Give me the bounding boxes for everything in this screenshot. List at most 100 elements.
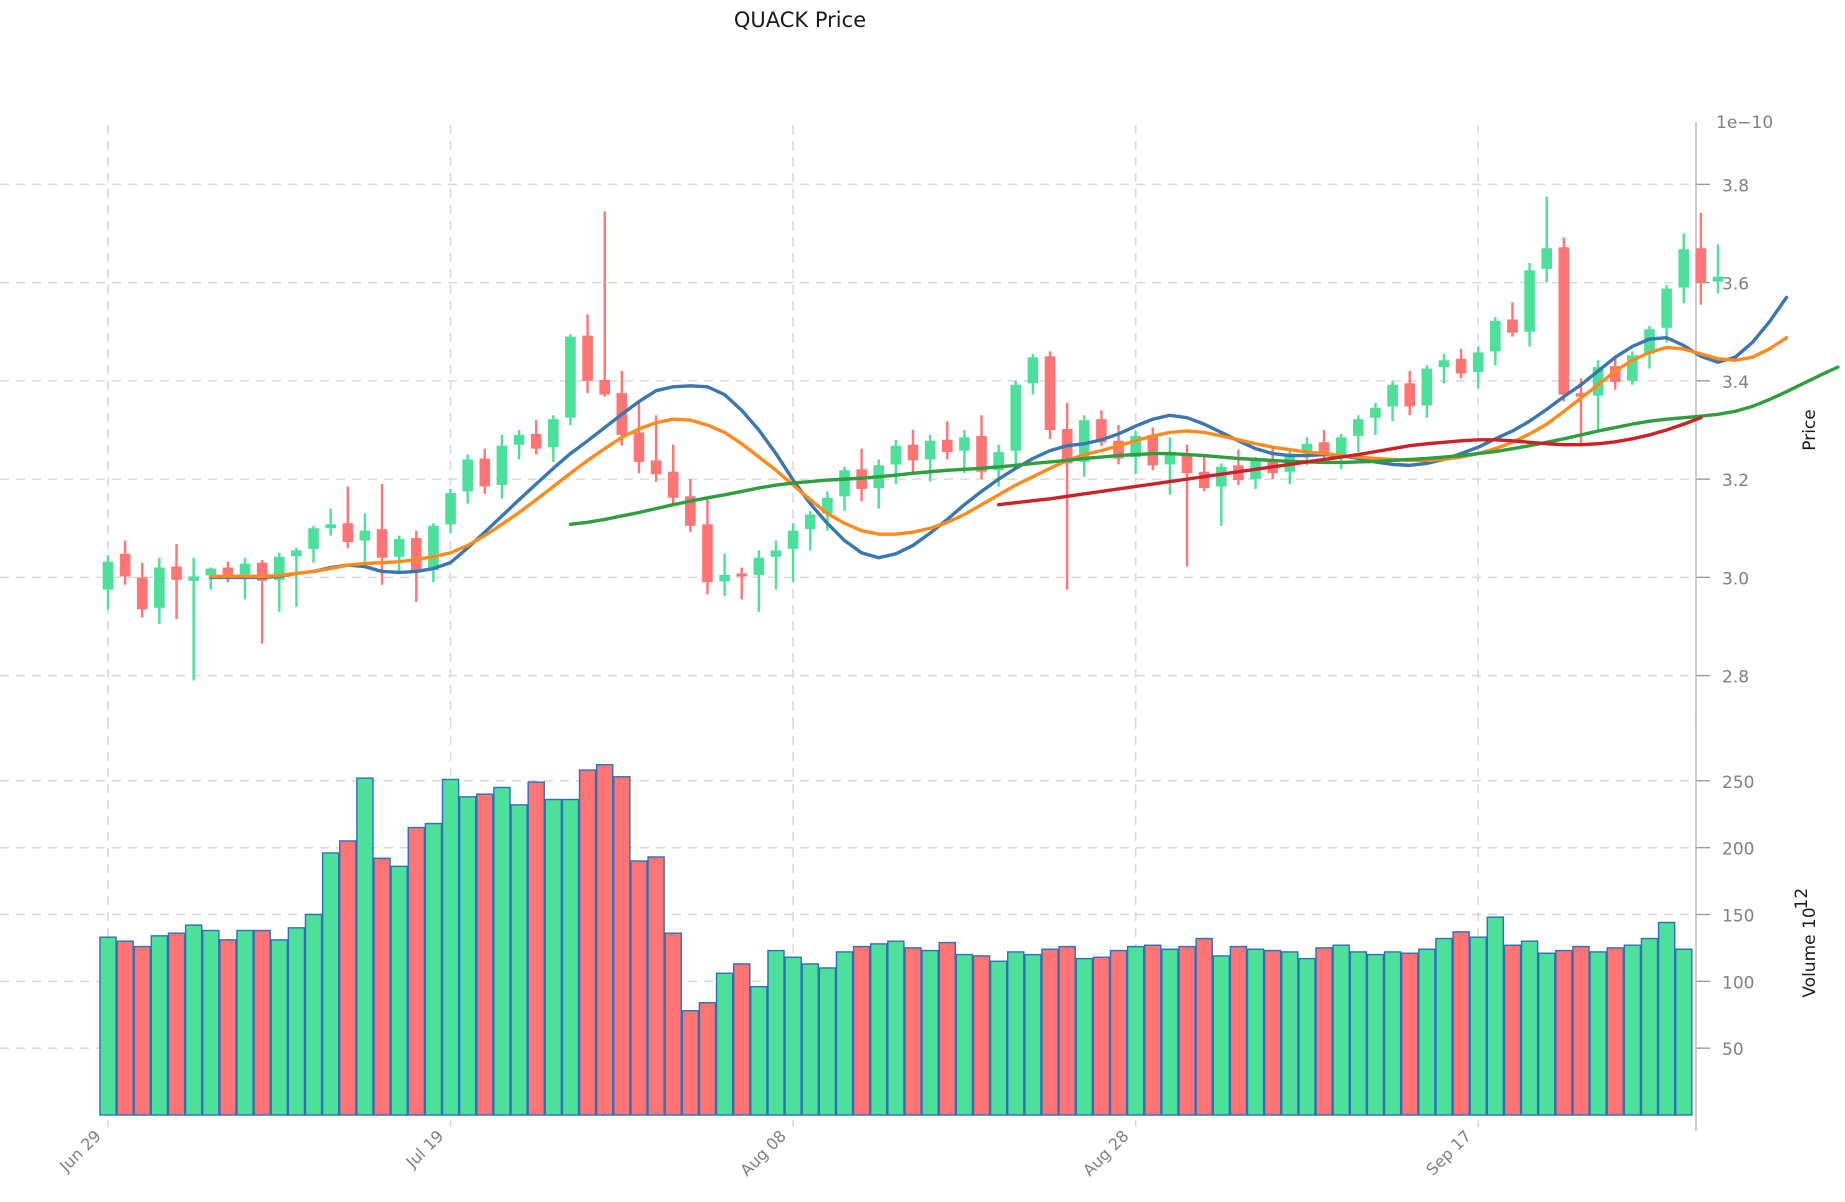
x-tick-label: Aug 28 xyxy=(1079,1126,1133,1180)
candle-body xyxy=(1627,355,1638,381)
candle-body xyxy=(1370,407,1381,418)
price-axis-title: Price xyxy=(1800,409,1820,450)
volume-bar xyxy=(1623,944,1642,1116)
candle-body xyxy=(205,568,217,576)
candle-body xyxy=(565,336,576,418)
volume-bar xyxy=(1281,951,1299,1116)
candle-body xyxy=(1438,360,1450,368)
candle-body xyxy=(1181,453,1193,474)
volume-bar xyxy=(715,972,734,1116)
candle-body xyxy=(445,492,456,525)
candle-body xyxy=(1387,384,1398,407)
volume-bar xyxy=(1024,953,1042,1116)
candle-body xyxy=(308,528,319,549)
volume-bar xyxy=(613,776,631,1116)
candle-body xyxy=(1507,319,1518,333)
candle-body xyxy=(1524,270,1535,332)
volume-bar xyxy=(1452,931,1470,1116)
candle-body xyxy=(291,550,302,557)
volume-bar xyxy=(852,945,871,1116)
x-tick-label: Aug 08 xyxy=(736,1126,790,1180)
candle-body xyxy=(1712,276,1724,282)
price-exponent-label: 1e−10 xyxy=(1716,113,1773,133)
candle-body xyxy=(376,529,388,558)
candle-body xyxy=(1113,440,1124,459)
volume-bar xyxy=(1332,944,1350,1116)
candle-body xyxy=(1661,288,1672,328)
volume-bar xyxy=(441,778,460,1116)
volume-bar xyxy=(1109,949,1128,1116)
candle-body xyxy=(1130,435,1141,458)
volume-bar xyxy=(133,945,152,1116)
candle-body xyxy=(548,419,559,448)
volume-bar xyxy=(1520,940,1539,1116)
candle-body xyxy=(667,471,679,498)
candle-body xyxy=(393,539,405,557)
volume-bar xyxy=(99,936,117,1116)
volume-bar xyxy=(750,985,768,1116)
candle-body xyxy=(1335,437,1347,455)
candle-body xyxy=(736,573,748,577)
volume-bar xyxy=(1418,948,1436,1116)
volume-bar xyxy=(1246,948,1265,1116)
candle-body xyxy=(685,496,696,526)
volume-bar xyxy=(1263,949,1282,1116)
volume-bar xyxy=(476,793,494,1116)
candle-body xyxy=(1198,471,1210,488)
volume-bar xyxy=(664,932,682,1116)
volume-bar xyxy=(253,929,271,1116)
candle-body xyxy=(1455,358,1467,374)
candle-body xyxy=(1644,329,1655,354)
candle-body xyxy=(804,514,816,530)
candle-body xyxy=(1164,454,1176,465)
volume-axis-title-text: Volume 10 xyxy=(1800,907,1820,997)
volume-bar xyxy=(270,939,289,1116)
volume-bar xyxy=(339,840,357,1116)
chart-title: QUACK Price xyxy=(733,8,867,32)
candle-body xyxy=(993,452,1004,471)
volume-bar xyxy=(630,860,648,1116)
volume-bar xyxy=(1298,957,1316,1116)
volume-bar xyxy=(835,951,854,1116)
candle-body xyxy=(976,435,987,472)
volume-bar xyxy=(1058,945,1076,1116)
candle-body xyxy=(907,444,919,461)
candle-body xyxy=(1472,352,1484,373)
volume-bar xyxy=(869,943,888,1116)
volume-tick-label: 250 xyxy=(1722,773,1754,793)
candle-body xyxy=(839,470,850,497)
candle-body xyxy=(1096,419,1107,443)
candle-body xyxy=(496,445,508,486)
volume-bar xyxy=(202,929,220,1116)
candle-body xyxy=(154,567,165,608)
volume-bar xyxy=(972,955,991,1116)
candle-body xyxy=(822,497,833,514)
volume-bar xyxy=(1606,947,1624,1116)
volume-bar xyxy=(921,949,939,1116)
candle-body xyxy=(102,561,114,590)
candle-body xyxy=(633,432,645,462)
candle-body xyxy=(342,523,354,542)
price-tick-label: 2.8 xyxy=(1722,668,1749,688)
volume-bar xyxy=(938,941,957,1116)
volume-tick-label: 100 xyxy=(1722,973,1754,993)
volume-bar xyxy=(955,953,974,1116)
candle-body xyxy=(1318,442,1330,456)
candle-body xyxy=(136,577,148,610)
candle-body xyxy=(1010,384,1022,451)
x-tick-label: Jun 29 xyxy=(55,1126,105,1176)
volume-bar xyxy=(184,924,203,1116)
volume-bar xyxy=(1092,956,1111,1116)
candle-body xyxy=(1541,248,1553,269)
volume-bar xyxy=(236,929,254,1116)
candle-body xyxy=(1695,248,1707,283)
candle-body xyxy=(428,525,439,570)
volume-bar xyxy=(304,913,323,1116)
candle-body xyxy=(1353,419,1364,436)
volume-bar xyxy=(1572,945,1590,1116)
candle-body xyxy=(462,459,473,492)
candle-body xyxy=(222,567,234,575)
volume-bar xyxy=(1195,937,1213,1116)
volume-bar xyxy=(390,865,408,1116)
candle-body xyxy=(1575,393,1587,397)
